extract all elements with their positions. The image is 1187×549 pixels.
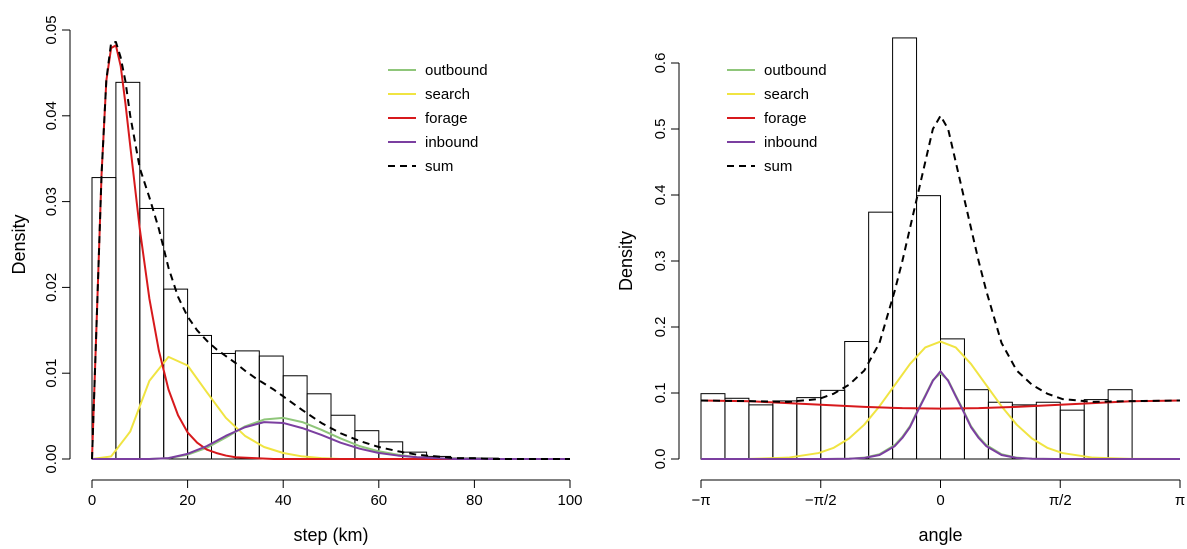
density-curve-inbound [92, 421, 570, 460]
x-tick-label: π [1175, 492, 1185, 509]
legend-label-outbound: outbound [764, 62, 827, 79]
histogram-bar [772, 400, 798, 460]
y-tick-label: 0.01 [43, 359, 60, 388]
x-tick-label: 100 [557, 492, 582, 509]
y-tick-label: 0.1 [652, 383, 669, 404]
histogram-bar [700, 393, 726, 460]
histogram-bar [1083, 399, 1109, 460]
x-axis-title: angle [918, 525, 962, 545]
legend-label-search: search [764, 86, 809, 103]
legend-label-outbound: outbound [425, 62, 488, 79]
histogram-bar [115, 81, 141, 460]
density-curve-forage [700, 399, 1181, 410]
y-tick-label: 0.3 [652, 251, 669, 272]
chart-panel-2: 0.0 0.1 0.2 0.3 0.4 0.5 0.6 Density −π −π/2 0 π/2 π a… [616, 37, 1185, 545]
legend-label-inbound: inbound [425, 134, 478, 151]
x-tick-label: 40 [275, 492, 292, 509]
legend-label-search: search [425, 86, 470, 103]
y-tick-label: 0.05 [43, 15, 60, 44]
histogram-bar [282, 375, 308, 460]
x-tick-label: 20 [179, 492, 196, 509]
x-tick-label: 60 [370, 492, 387, 509]
histogram-bar [1107, 389, 1133, 460]
x-tick-label: 0 [88, 492, 96, 509]
histogram-bar [916, 195, 942, 460]
histogram-bar [868, 211, 894, 460]
histogram-bar [940, 338, 965, 460]
histogram-bar [139, 207, 165, 460]
chart-panel-1: 0.00 0.01 0.02 0.03 0.04 0.05 Density 0 20 40 60 80… [9, 15, 583, 545]
histogram-bar [330, 414, 356, 460]
y-tick-label: 0.03 [43, 187, 60, 216]
y-tick-label: 0.0 [652, 449, 669, 470]
histogram-bar [258, 355, 284, 460]
density-curve-search [700, 340, 1181, 460]
legend-label-forage: forage [425, 110, 468, 127]
histogram-bar [91, 177, 117, 460]
density-curve-sum [700, 114, 1181, 403]
x-tick-label: π/2 [1049, 492, 1072, 509]
y-tick-label: 0.6 [652, 53, 669, 74]
y-tick-label: 0.4 [652, 185, 669, 206]
y-axis-title: Density [616, 231, 636, 291]
x-tick-label: −π/2 [805, 492, 837, 509]
y-axis-title: Density [9, 214, 29, 274]
x-tick-label: 0 [936, 492, 944, 509]
histogram-bar [187, 334, 213, 460]
density-curve-inbound [701, 370, 1180, 460]
y-tick-label: 0.00 [43, 444, 60, 473]
legend-label-inbound: inbound [764, 134, 817, 151]
x-tick-label: −π [691, 492, 710, 509]
histogram-bar [748, 404, 774, 460]
y-tick-label: 0.2 [652, 317, 669, 338]
histogram-bar [796, 397, 822, 460]
histogram-bar [163, 288, 189, 460]
legend: outbound search forage inbound sum [388, 62, 488, 175]
legend-label-sum: sum [764, 158, 792, 175]
legend-label-sum: sum [425, 158, 453, 175]
x-axis-title: step (km) [293, 525, 368, 545]
histogram-bar [724, 397, 750, 460]
histogram-bar [844, 341, 870, 460]
y-tick-label: 0.5 [652, 119, 669, 140]
histogram-bar [963, 389, 989, 460]
legend: outbound search forage inbound sum [727, 62, 827, 175]
histogram-bar [1059, 409, 1085, 460]
y-tick-label: 0.02 [43, 273, 60, 302]
density-curve-sum [91, 41, 570, 460]
legend-label-forage: forage [764, 110, 807, 127]
x-tick-label: 80 [466, 492, 483, 509]
y-tick-label: 0.04 [43, 101, 60, 130]
